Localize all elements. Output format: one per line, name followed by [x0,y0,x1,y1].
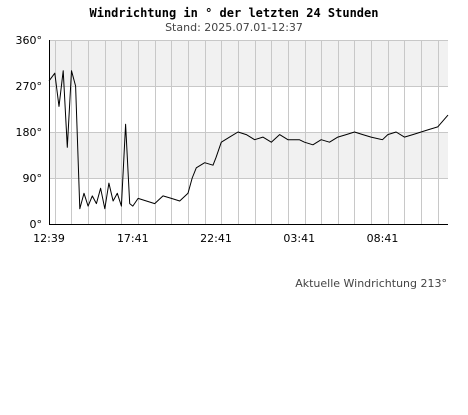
x-tick-label-1: 17:41 [117,232,149,245]
vertical-grid [55,40,439,224]
current-wind-direction: Aktuelle Windrichtung 213° [295,277,447,290]
axes [49,40,448,225]
chart-title: Windrichtung in ° der letzten 24 Stunden [89,6,379,20]
y-tick-label-4: 360° [16,34,43,47]
series-line-0 [48,70,449,210]
y-tick-label-2: 180° [16,126,43,139]
x-tick-label-3: 03:41 [283,232,315,245]
x-tick-label-0: 12:39 [33,232,65,245]
x-tick-label-4: 08:41 [367,232,399,245]
x-tick-labels: 12:39 17:41 22:41 03:41 08:41 [33,232,398,245]
y-tick-label-1: 90° [23,172,43,185]
background-band-0 [49,132,448,178]
x-tick-label-2: 22:41 [200,232,232,245]
y-tick-labels: 0° 90° 180° 270° 360° [16,34,43,231]
background-band-1 [49,40,448,86]
horizontal-grid [49,40,448,179]
chart-subtitle: Stand: 2025.07.01-12:37 [165,21,303,34]
y-tick-label-0: 0° [30,218,43,231]
series-layer [48,70,449,210]
y-tick-label-3: 270° [16,80,43,93]
background-bands [49,40,448,178]
